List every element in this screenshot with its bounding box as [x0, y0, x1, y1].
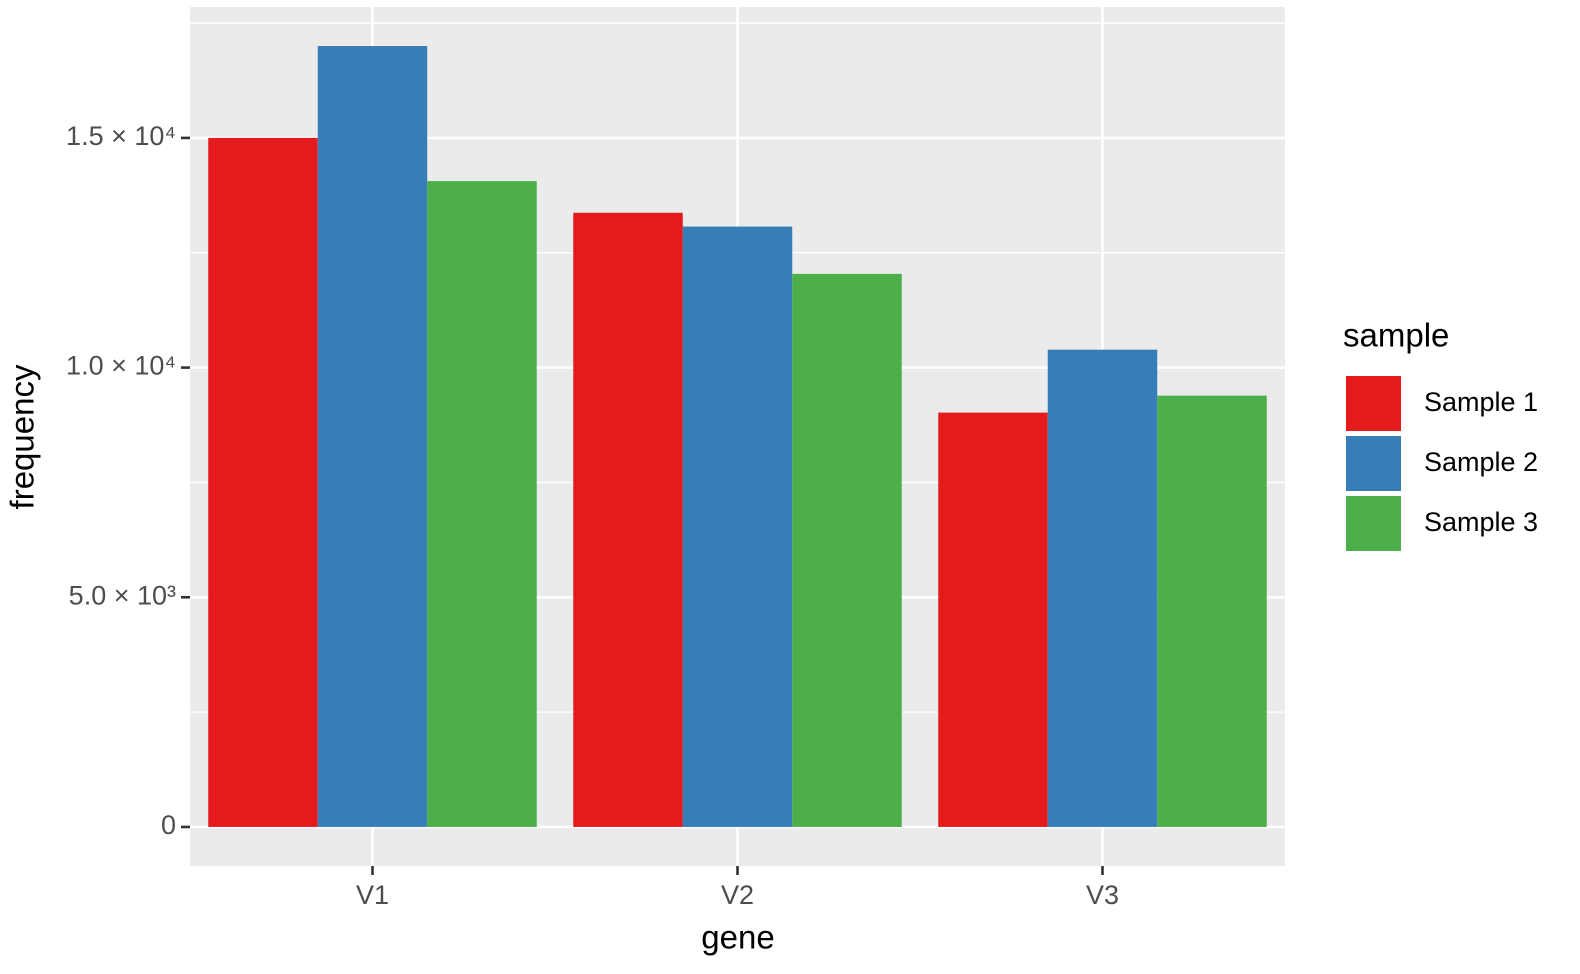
- y-tick-label: 1.5 × 10⁴: [66, 121, 176, 151]
- x-tick-label: V2: [721, 880, 754, 910]
- legend-key: [1346, 376, 1401, 431]
- legend-label: Sample 1: [1424, 387, 1538, 417]
- bar: [1157, 395, 1267, 827]
- y-tick-label: 1.0 × 10⁴: [66, 351, 176, 381]
- bar: [682, 226, 793, 827]
- bar: [208, 137, 318, 827]
- legend-key: [1346, 496, 1401, 551]
- legend-key: [1346, 436, 1401, 491]
- y-axis-title: frequency: [4, 364, 41, 509]
- bar: [938, 412, 1048, 827]
- bar: [792, 273, 902, 827]
- legend-label: Sample 2: [1424, 447, 1538, 477]
- bar: [1047, 349, 1158, 827]
- y-tick-label: 0: [161, 810, 176, 840]
- legend-label: Sample 3: [1424, 507, 1538, 537]
- bar: [573, 212, 683, 827]
- bar: [317, 46, 428, 827]
- y-tick-label: 5.0 × 10³: [69, 580, 176, 610]
- bar: [427, 181, 537, 827]
- x-tick-label: V1: [356, 880, 389, 910]
- legend-title: sample: [1343, 317, 1449, 354]
- x-axis-title: gene: [701, 919, 774, 956]
- x-tick-label: V3: [1086, 880, 1119, 910]
